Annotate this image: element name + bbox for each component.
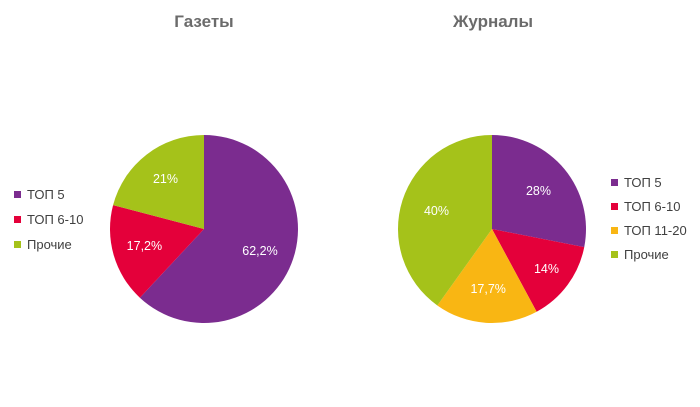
- slice-data-label: 62,2%: [242, 244, 277, 258]
- slice-data-label: 17,2%: [127, 239, 162, 253]
- chart-title-magazines: Журналы: [452, 12, 533, 31]
- pie-slice: [397, 135, 492, 306]
- slice-data-label: 40%: [424, 204, 449, 218]
- legend-swatch: [14, 191, 21, 198]
- legend-swatch: [14, 216, 21, 223]
- legend-entry: ТОП 5: [27, 187, 65, 202]
- legend-entry: ТОП 6-10: [27, 212, 83, 227]
- pie-slice: [113, 135, 204, 229]
- slice-data-label: 17,7%: [470, 282, 505, 296]
- legend-swatch: [14, 241, 21, 248]
- legend-swatch: [611, 227, 618, 234]
- legend-entry: ТОП 11-20: [624, 223, 687, 238]
- pie-slice: [492, 229, 585, 312]
- legend-newspapers: ТОП 5 ТОП 6-10 Прочие: [14, 187, 83, 252]
- pie-slices-newspapers: 62,2% 17,2% 21%: [110, 135, 298, 324]
- legend-swatch: [611, 203, 618, 210]
- legend-swatch: [611, 251, 618, 258]
- pie-chart-newspapers: Газеты 62,2% 17,2% 21% ТОП 5 ТОП 6-10 Прочие: [14, 12, 298, 324]
- legend-entry: ТОП 6-10: [624, 199, 680, 214]
- legend-entry: Прочие: [624, 247, 669, 262]
- pie-slice: [110, 205, 204, 298]
- slice-data-label: 21%: [153, 172, 178, 186]
- chart-title-newspapers: Газеты: [174, 12, 233, 31]
- legend-entry: ТОП 5: [624, 175, 662, 190]
- pie-slices-magazines: 28% 14% 17,7% 40%: [397, 135, 586, 324]
- legend-entry: Прочие: [27, 237, 72, 252]
- legend-magazines: ТОП 5 ТОП 6-10 ТОП 11-20 Прочие: [611, 175, 687, 262]
- pie-slice: [492, 135, 586, 248]
- slice-data-label: 28%: [526, 184, 551, 198]
- pie-slice: [139, 135, 298, 324]
- pie-slice: [437, 229, 537, 324]
- slice-data-label: 14%: [534, 262, 559, 276]
- legend-swatch: [611, 179, 618, 186]
